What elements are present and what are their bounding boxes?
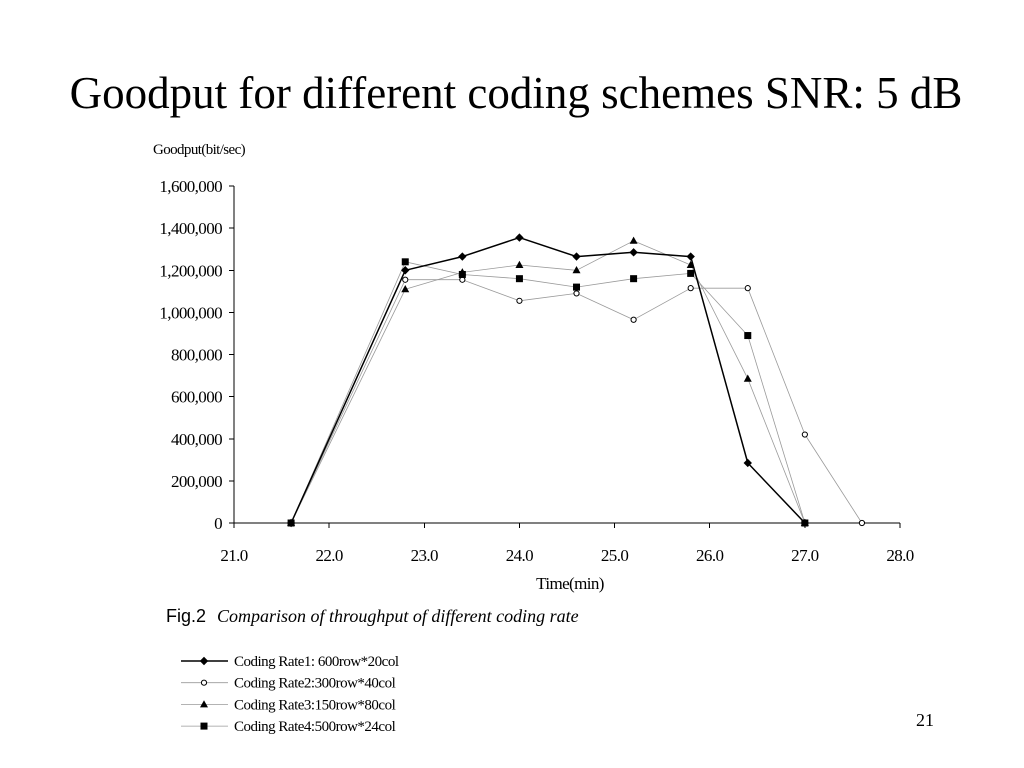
series-4-point [287,519,295,527]
series-1-point [743,458,752,468]
series-4-point [687,269,695,277]
x-tick-label: 26.0 [696,546,723,565]
figure-caption: Fig.2 Comparison of throughput of differ… [166,606,579,626]
series-2-point [744,285,751,292]
y-tick-label: 1,400,000 [159,219,222,238]
series-4-point [458,270,466,278]
series-2-point [573,290,580,297]
series-1-point [401,266,410,275]
x-tick-label: 21.0 [220,546,247,565]
series-2-point [630,316,637,323]
series-4-point [401,258,409,266]
series-3-point [515,260,524,268]
series-3-point [686,260,695,268]
series-1-point [572,252,581,261]
legend-label: Coding Rate4:500row*24col [234,719,396,735]
legend-item-2: Coding Rate2:300row*40col [181,676,396,692]
legend-label: Coding Rate3:150row*80col [234,697,396,713]
series-4-point [515,275,523,283]
series-1-point [515,233,524,242]
legend-marker [200,679,208,686]
legend-label: Coding Rate1: 600row*20col [234,654,399,670]
caption-label: Fig.2 [166,606,206,626]
series-1-point [458,252,467,261]
slide-title: Goodput for different coding schemes SNR… [70,68,963,118]
series-3-point [743,374,752,382]
series-2-point [801,431,808,438]
legend-item-4: Coding Rate4:500row*24col [181,719,396,735]
x-tick-label: 25.0 [601,546,628,565]
x-axis-label: Time(min) [536,574,604,593]
y-tick-label: 400,000 [171,430,222,449]
y-tick-label: 200,000 [171,472,222,491]
series-2-point [687,285,694,292]
series-2-point [402,276,409,283]
chart: Goodput(bit/sec) 0 200,000 400,000 600,000 8… [153,142,914,593]
page-number: 21 [916,710,934,730]
y-tick-label: 1,200,000 [159,261,222,280]
series-4-point [573,283,581,291]
y-tick-label: 0 [214,514,222,533]
x-tick-label: 28.0 [886,546,913,565]
x-tick-label: 24.0 [506,546,533,565]
series-2-point [516,297,523,304]
axes: 0 200,000 400,000 600,000 800,000 1,000,000 1,… [159,177,914,565]
y-tick-label: 800,000 [171,346,222,365]
series-markers [286,233,866,528]
series-1-point [686,252,695,261]
series-3-point [401,285,410,293]
series-4-point [801,519,809,527]
legend-item-1: Coding Rate1: 600row*20col [181,654,399,670]
legend-marker [200,700,208,708]
series-1-point [629,248,638,257]
legend-marker [200,722,208,730]
series-2-line [290,279,863,524]
x-tick-label: 23.0 [411,546,438,565]
legend: Coding Rate1: 600row*20col Coding Rate2:3… [181,654,399,735]
legend-marker [199,656,209,666]
y-tick-label: 1,600,000 [159,177,222,196]
y-tick-label: 1,000,000 [159,303,222,322]
series-2-point [858,519,866,527]
y-axis-label: Goodput(bit/sec) [153,142,246,158]
series-3-point [629,236,638,244]
x-tick-label: 27.0 [791,546,818,565]
x-tick-label: 22.0 [315,546,342,565]
caption-text: Comparison of throughput of different co… [217,606,579,626]
y-tick-label: 600,000 [171,388,222,407]
series-4-point [744,332,752,340]
legend-item-3: Coding Rate3:150row*80col [181,697,396,713]
legend-label: Coding Rate2:300row*40col [234,676,396,692]
series-3-point [572,266,581,274]
series-4-point [630,275,638,283]
